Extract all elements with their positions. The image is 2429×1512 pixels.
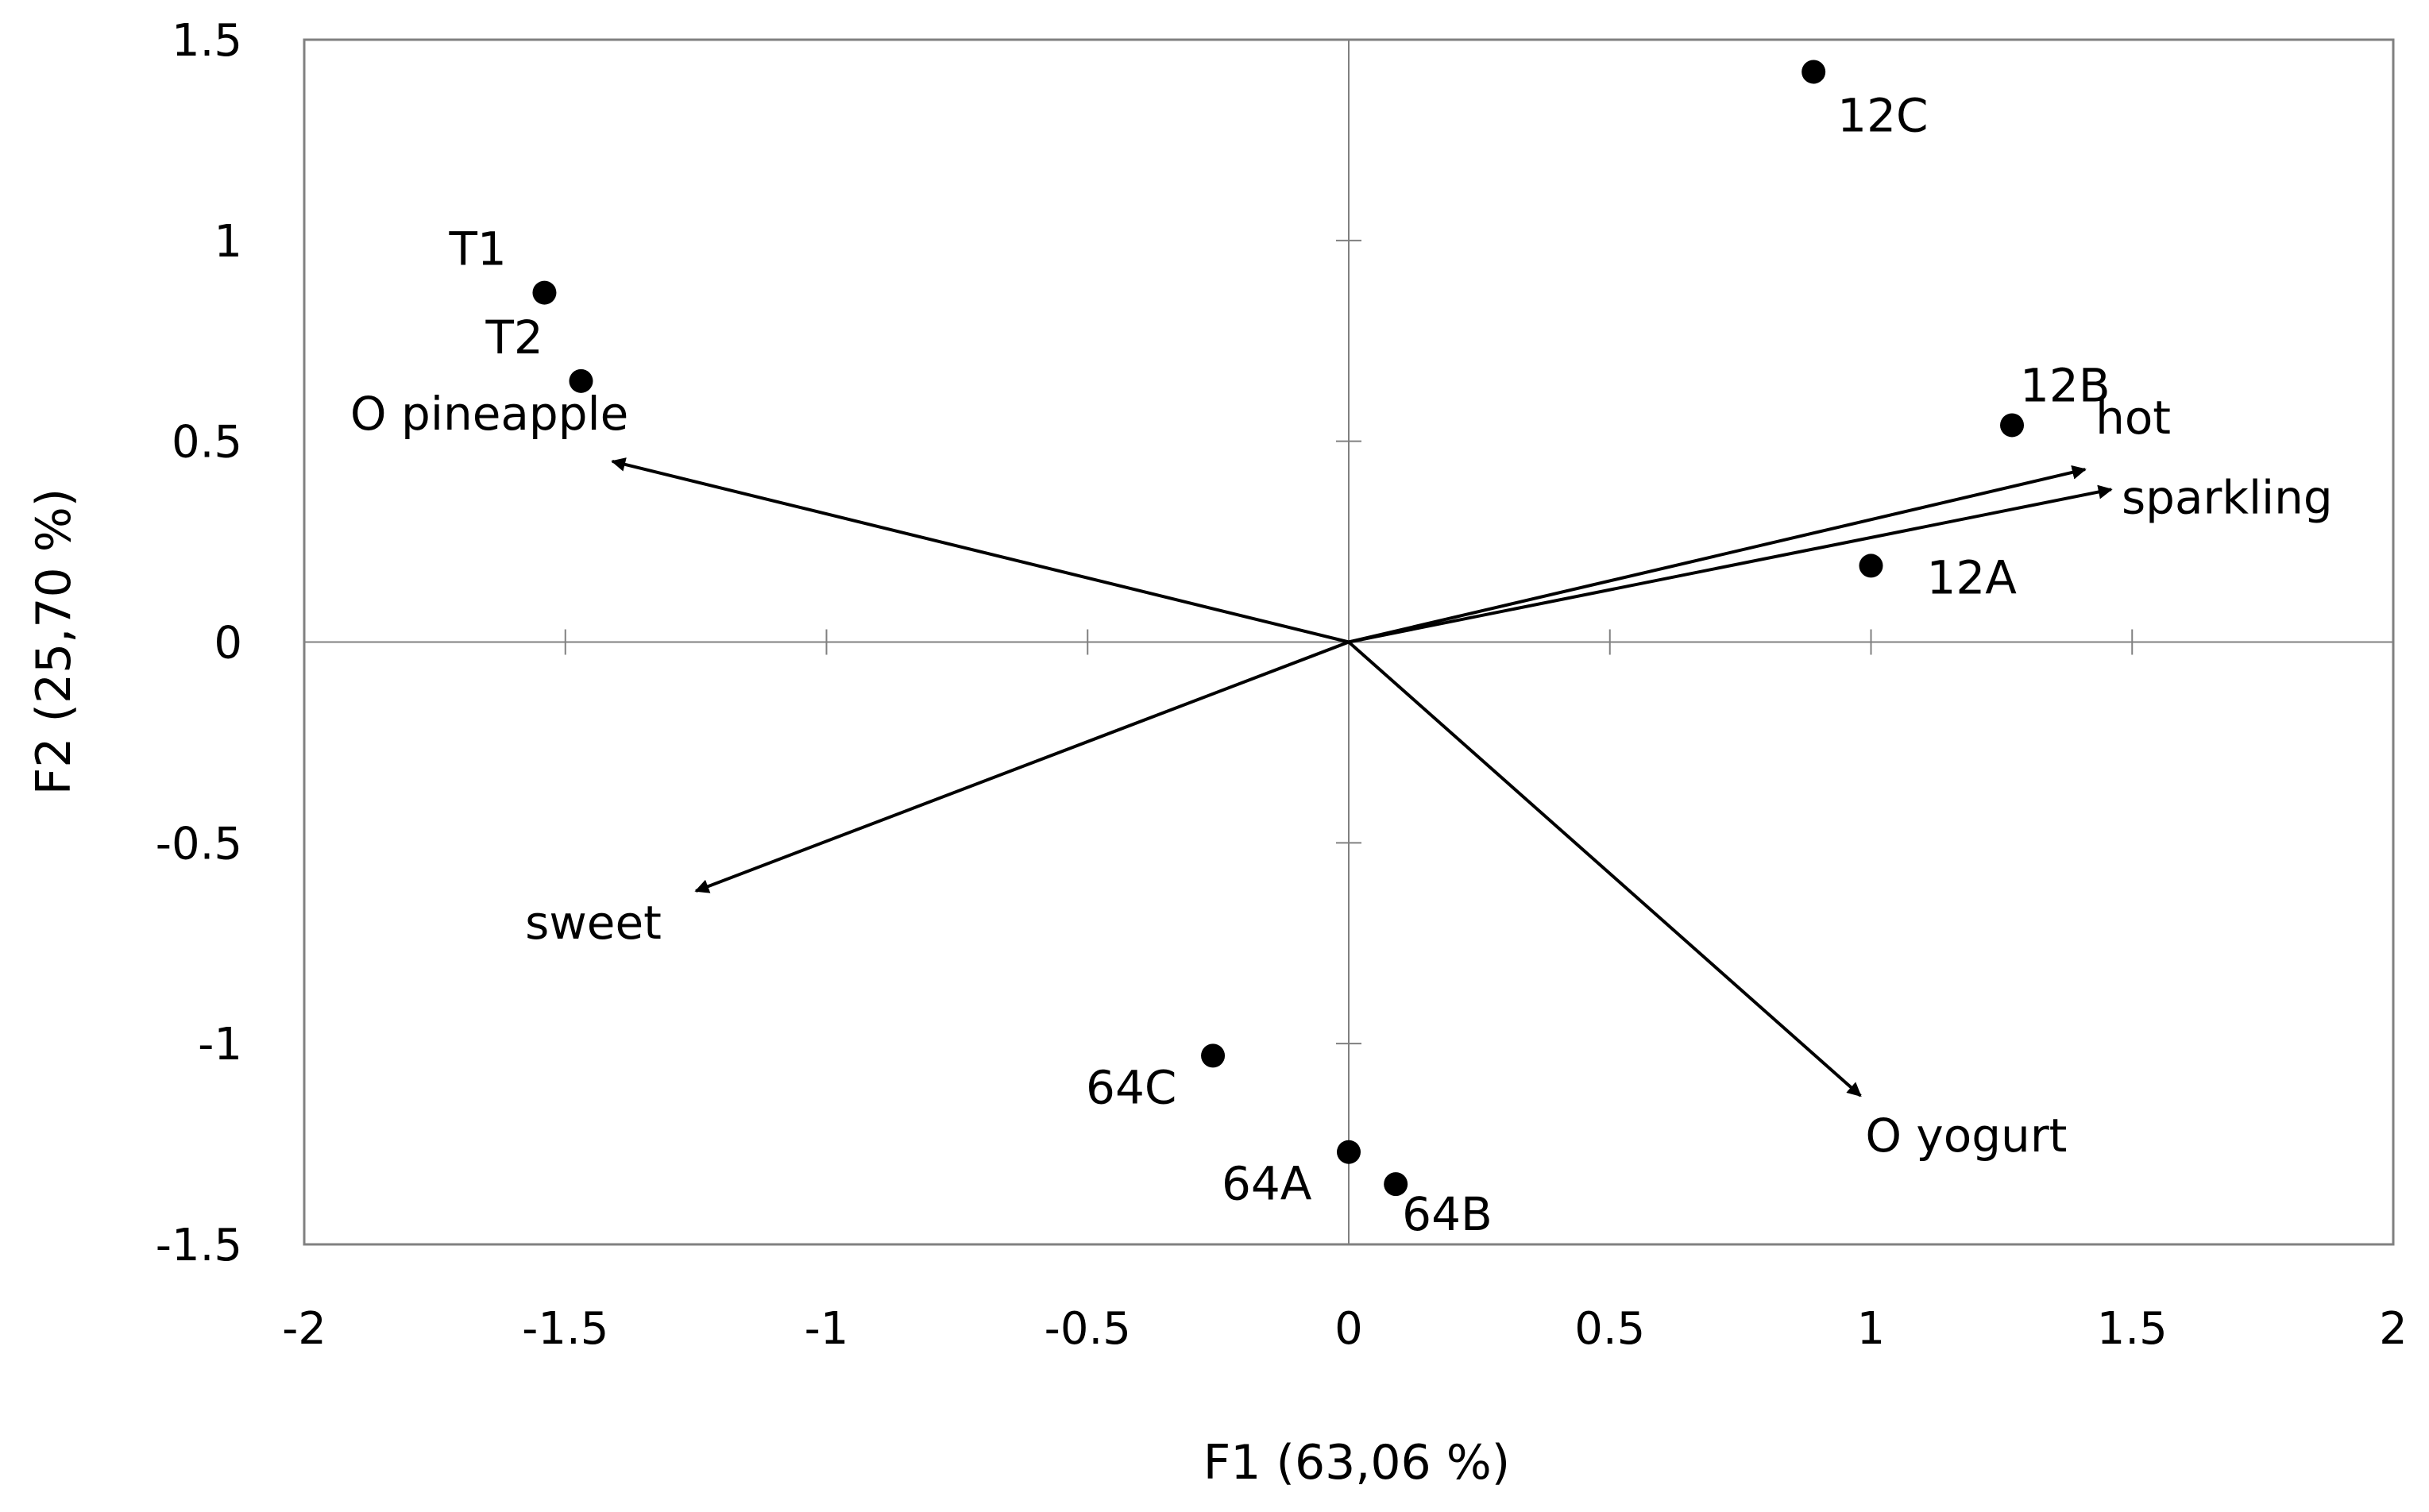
- x-axis-title: F1 (63,06 %): [1203, 1435, 1510, 1491]
- vector-arrow: [1348, 465, 2087, 644]
- point-label: 12C: [1837, 88, 1928, 142]
- x-tick-label: 0.5: [1574, 1303, 1645, 1355]
- x-tick-label: -0.5: [1045, 1303, 1131, 1355]
- y-tick-label: 1.5: [172, 15, 242, 67]
- x-tick-label: 2: [2379, 1303, 2408, 1355]
- vector-label: sparkling: [2122, 470, 2333, 524]
- y-tick-label: -0.5: [156, 818, 242, 870]
- x-tick-label: 1.5: [2097, 1303, 2168, 1355]
- data-point: [1384, 1172, 1408, 1197]
- x-tick-label: -1: [805, 1303, 849, 1355]
- vector-label: sweet: [525, 896, 662, 950]
- y-axis-title: F2 (25,70 %): [26, 488, 82, 795]
- y-tick-label: -1: [198, 1019, 242, 1070]
- vector-arrow: [1347, 641, 1862, 1097]
- y-tick-label: 0: [214, 618, 242, 669]
- point-label: 64C: [1086, 1060, 1176, 1114]
- data-point: [1201, 1043, 1226, 1068]
- data-point: [1859, 554, 1883, 578]
- vector-arrow: [1348, 484, 2113, 644]
- data-point: [532, 280, 557, 305]
- x-tick-label: 0: [1334, 1303, 1363, 1355]
- x-tick-label: 1: [1857, 1303, 1886, 1355]
- point-label: 12B: [2020, 358, 2110, 412]
- y-tick-labels: -1.5 -1 -0.5 0 0.5 1 1.5: [156, 15, 242, 1271]
- point-label: T2: [485, 310, 543, 364]
- vector-arrow: [694, 640, 1350, 893]
- y-tick-label: 0.5: [172, 417, 242, 469]
- point-label: T1: [448, 222, 506, 276]
- observation-points: 12C T1 T2 12B 12A 64C 64A 64B: [448, 60, 2110, 1241]
- x-tick-labels: -2 -1.5 -1 -0.5 0 0.5 1 1.5 2: [282, 1303, 2408, 1355]
- point-label: 12A: [1927, 550, 2018, 604]
- data-point: [2000, 413, 2025, 438]
- data-point: [569, 368, 593, 393]
- y-tick-label: -1.5: [156, 1220, 242, 1271]
- loading-vectors: O pineapple hot sparkling sweet O yogurt: [350, 387, 2333, 1163]
- vector-label: O yogurt: [1865, 1109, 2067, 1163]
- data-point: [1801, 60, 1826, 84]
- point-label: 64B: [1402, 1187, 1493, 1241]
- point-label: 64A: [1222, 1157, 1312, 1211]
- vector-arrow: [611, 457, 1350, 644]
- data-point: [1337, 1140, 1361, 1164]
- vector-label: O pineapple: [350, 387, 628, 441]
- vector-label: hot: [2095, 391, 2171, 445]
- x-tick-label: -2: [282, 1303, 326, 1355]
- x-tick-label: -1.5: [522, 1303, 608, 1355]
- y-tick-label: 1: [214, 216, 242, 268]
